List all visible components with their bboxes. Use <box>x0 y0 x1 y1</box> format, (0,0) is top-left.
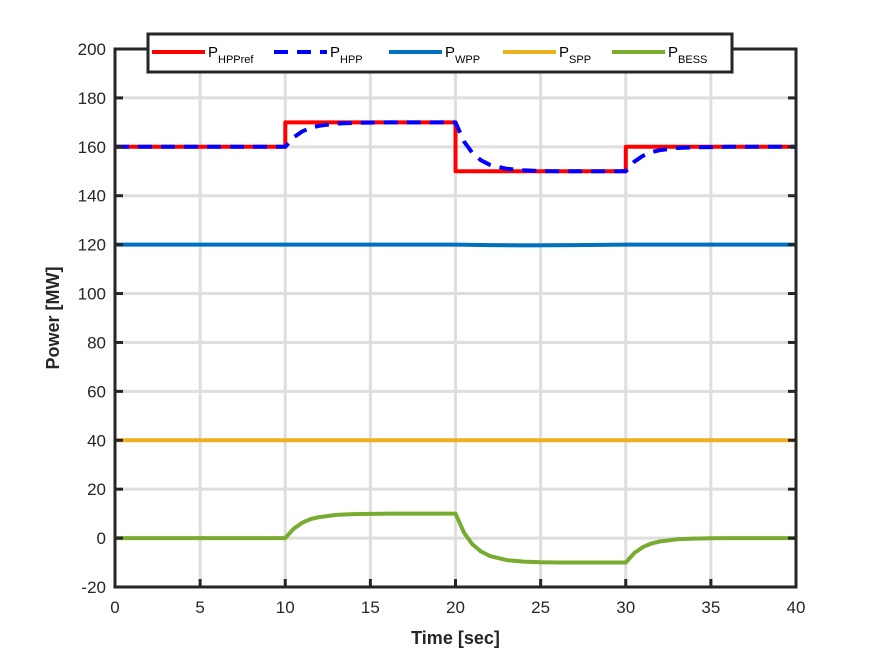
y-tick-label: 140 <box>78 187 106 206</box>
x-tick-label: 5 <box>195 598 204 617</box>
x-tick-label: 40 <box>787 598 806 617</box>
y-tick-label: 100 <box>78 285 106 304</box>
legend-item-hppref: PHPPref <box>152 44 254 66</box>
legend-label: PBESS <box>668 44 707 66</box>
legend-label: PSPP <box>559 44 591 66</box>
y-tick-label: 160 <box>78 138 106 157</box>
x-tick-label: 30 <box>616 598 635 617</box>
y-tick-label: 180 <box>78 89 106 108</box>
legend-label: PWPP <box>445 44 480 66</box>
y-tick-label: 0 <box>97 529 106 548</box>
y-axis-label: Power [MW] <box>43 267 63 370</box>
x-axis-label: Time [sec] <box>411 628 500 648</box>
series-line-wpp <box>115 242 796 248</box>
legend-item-wpp: PWPP <box>389 44 480 66</box>
series-line-bess <box>115 511 796 565</box>
x-tick-label: 10 <box>276 598 295 617</box>
y-tick-label: -20 <box>81 578 106 597</box>
series-line-hpp <box>115 120 796 174</box>
legend-label: PHPP <box>330 44 363 66</box>
series-lines <box>115 120 796 565</box>
legend-label: PHPPref <box>208 44 254 66</box>
legend: PHPPref PHPP PWPP PSPP PBESS <box>146 32 734 74</box>
y-tick-label: 60 <box>87 382 106 401</box>
y-tick-label: 80 <box>87 333 106 352</box>
x-tick-label: 15 <box>361 598 380 617</box>
x-tick-labels: 0 5 10 15 20 25 30 35 40 <box>110 598 805 617</box>
legend-item-spp: PSPP <box>503 44 591 66</box>
y-tick-label: 200 <box>78 40 106 59</box>
y-tick-label: 120 <box>78 236 106 255</box>
x-tick-label: 25 <box>531 598 550 617</box>
x-tick-label: 35 <box>701 598 720 617</box>
series-line-hppref <box>115 120 796 174</box>
y-tick-label: 20 <box>87 480 106 499</box>
y-tick-label: 40 <box>87 431 106 450</box>
x-tick-label: 20 <box>446 598 465 617</box>
y-tick-labels: -20 0 20 40 60 80 100 120 140 160 180 200 <box>78 40 106 597</box>
legend-item-hpp: PHPP <box>274 44 363 66</box>
legend-item-bess: PBESS <box>612 44 707 66</box>
x-tick-label: 0 <box>110 598 119 617</box>
